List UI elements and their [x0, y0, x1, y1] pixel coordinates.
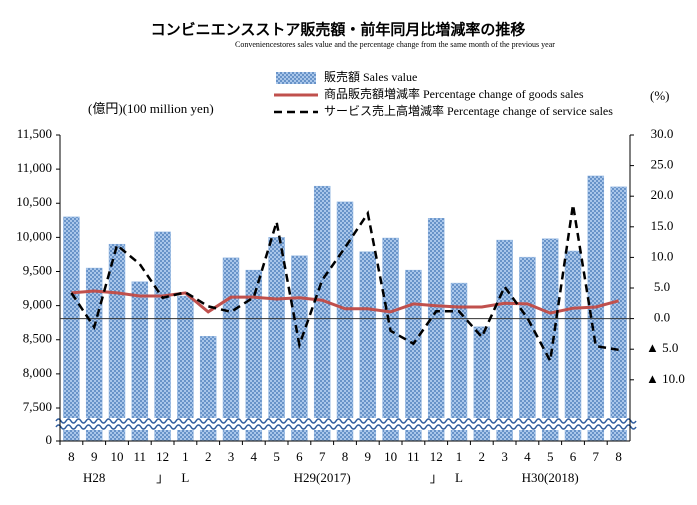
bar: [268, 237, 285, 442]
bar: [108, 243, 126, 442]
x-tick-label: 8: [342, 449, 349, 464]
legend-swatch: [276, 72, 316, 84]
y-tick-label: 7,500: [23, 399, 52, 414]
x-tick-label: 9: [365, 449, 372, 464]
x-tick-label: 5: [273, 449, 280, 464]
bar: [496, 239, 513, 442]
x-tick-label: 7: [319, 449, 326, 464]
bar: [336, 201, 354, 442]
x-tick-label: 4: [251, 449, 258, 464]
bar: [382, 237, 399, 442]
y2-tick-label: 15.0: [651, 218, 674, 233]
y2-tick-label: 5.0: [654, 279, 670, 294]
x-tick-label: 2: [479, 449, 486, 464]
x-tick-label: 1: [456, 449, 463, 464]
bar: [154, 231, 171, 442]
period-label: H30(2018): [522, 470, 579, 485]
bar: [610, 186, 627, 442]
axis-break: [55, 424, 637, 430]
x-tick-label: 11: [134, 449, 147, 464]
bar: [427, 218, 445, 442]
bar: [85, 267, 103, 442]
x-tick-label: 9: [91, 449, 98, 464]
x-tick-label: 1: [182, 449, 189, 464]
period-label: 」: [430, 470, 443, 485]
bar: [519, 256, 536, 442]
y2-tick-label: 25.0: [651, 157, 674, 172]
bar: [405, 269, 422, 442]
x-tick-label: 3: [228, 449, 235, 464]
period-label: H29(2017): [294, 470, 351, 485]
x-tick-label: 5: [547, 449, 554, 464]
bar: [63, 216, 80, 442]
y-tick-label: 8,000: [23, 365, 52, 380]
x-tick-label: 7: [593, 449, 600, 464]
y2-tick-label: ▲ 5.0: [646, 340, 678, 355]
legend-label: 商品販売額増減率 Percentage change of goods sale…: [324, 86, 584, 101]
x-tick-label: 12: [156, 449, 169, 464]
x-tick-label: 8: [615, 449, 622, 464]
x-tick-label: 3: [501, 449, 508, 464]
y-tick-label: 9,500: [23, 262, 52, 277]
legend-label: サービス売上高増減率 Percentage change of service …: [324, 103, 613, 118]
bar: [131, 281, 149, 442]
y2-tick-label: 10.0: [651, 248, 674, 263]
period-label: 」: [156, 470, 169, 485]
y-tick-label: 10,500: [16, 194, 52, 209]
line: [70, 204, 619, 365]
bar: [313, 185, 331, 442]
bar: [564, 250, 582, 442]
y2-tick-label: 0.0: [654, 310, 670, 325]
bar: [541, 238, 559, 442]
legend-label: 販売額 Sales value: [324, 69, 417, 84]
y-tick-label: 9,000: [23, 297, 52, 312]
x-tick-label: 12: [430, 449, 443, 464]
x-tick-label: 8: [68, 449, 75, 464]
y-tick-label: 11,000: [17, 160, 52, 175]
y-tick-label: 8,500: [23, 331, 52, 346]
x-tick-label: 11: [407, 449, 420, 464]
y2-axis-label: (%): [650, 88, 670, 103]
period-label: L: [181, 470, 189, 485]
x-tick-label: 6: [296, 449, 303, 464]
bar: [222, 257, 240, 442]
y-tick-label: 10,000: [16, 228, 52, 243]
chart-title: コンビニエンスストア販売額・前年同月比増減率の推移: [151, 21, 526, 39]
y2-tick-label: ▲ 10.0: [646, 371, 685, 386]
period-label: H28: [83, 470, 105, 485]
period-label: L: [455, 470, 463, 485]
x-tick-label: 2: [205, 449, 212, 464]
chart-subtitle: Conveniencestores sales value and the pe…: [235, 40, 555, 49]
x-tick-label: 4: [524, 449, 531, 464]
x-tick-label: 10: [384, 449, 397, 464]
y-axis-label: (億円)(100 million yen): [88, 101, 214, 116]
y-tick-label: 0: [46, 432, 53, 447]
bar: [359, 251, 377, 442]
y2-tick-label: 20.0: [651, 187, 674, 202]
axis-break: [55, 418, 637, 424]
y-tick-label: 11,500: [17, 126, 52, 141]
x-tick-label: 6: [570, 449, 577, 464]
x-tick-label: 10: [111, 449, 124, 464]
y2-tick-label: 30.0: [651, 126, 674, 141]
